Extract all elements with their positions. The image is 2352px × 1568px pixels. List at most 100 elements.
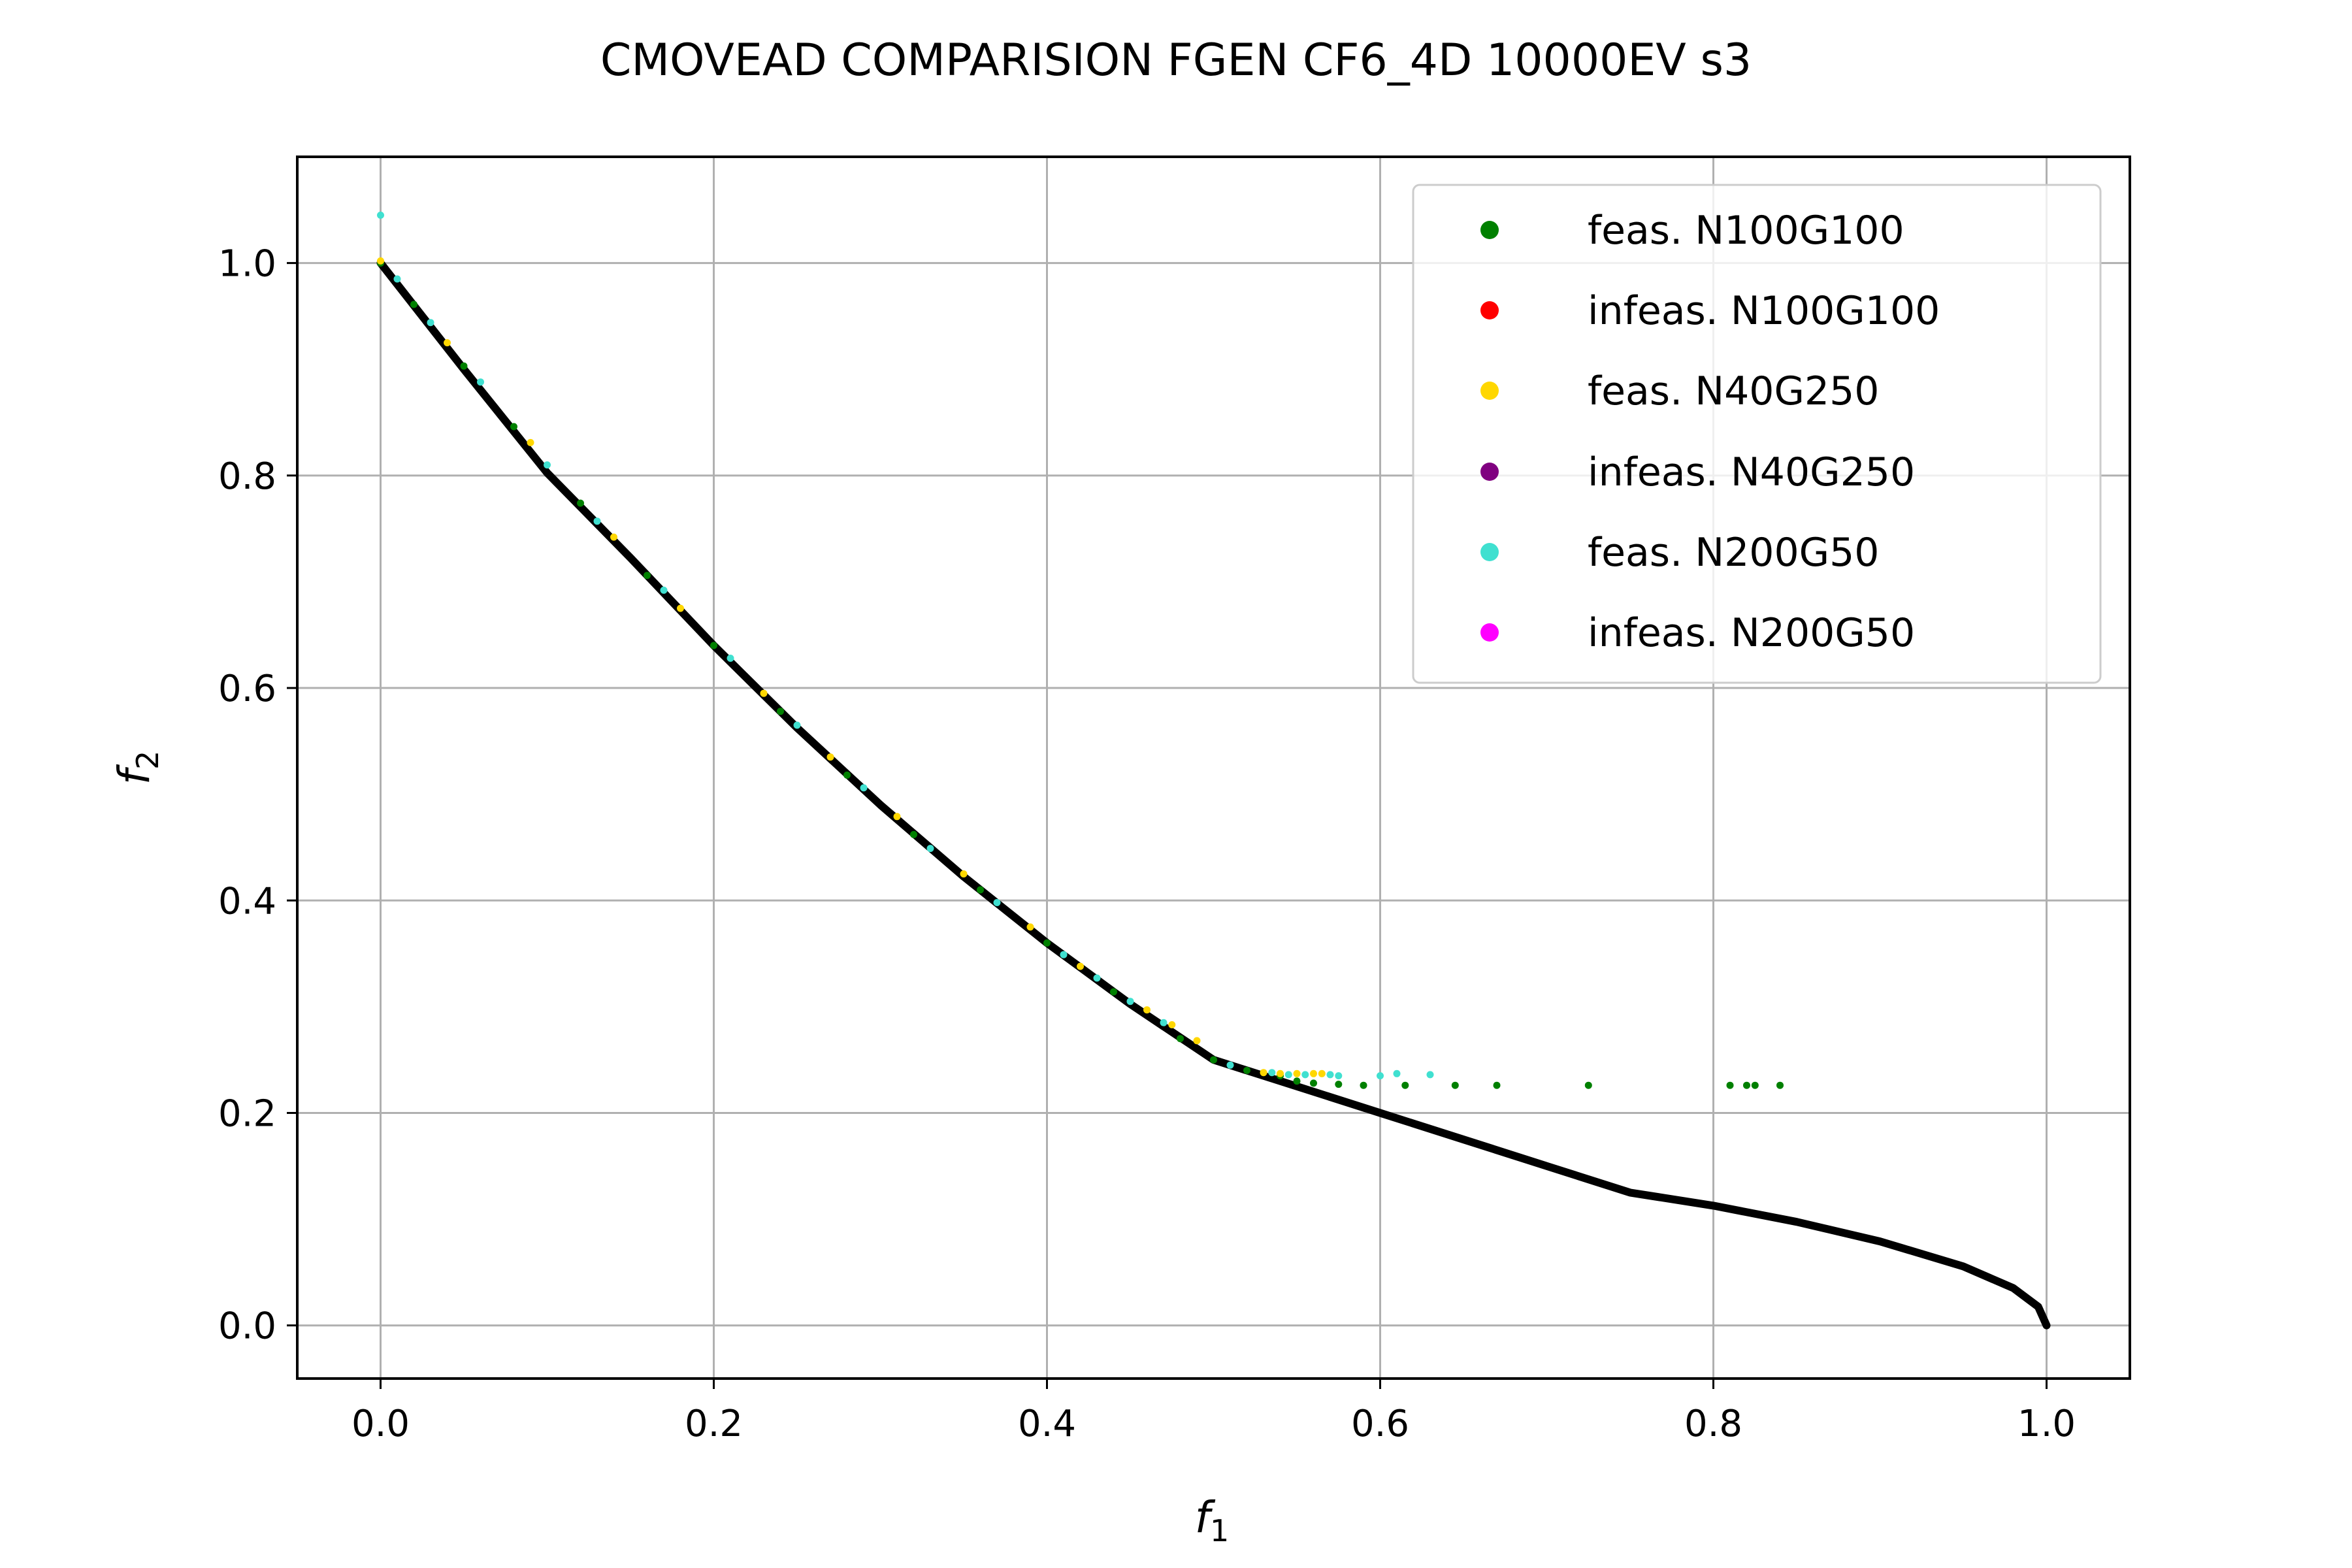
data-point xyxy=(677,604,684,612)
legend-frame xyxy=(1412,184,2102,684)
data-point xyxy=(1268,1069,1276,1077)
y-tick-label: 0.0 xyxy=(218,1305,276,1348)
x-tick-label: 0.0 xyxy=(351,1403,410,1445)
data-point xyxy=(1226,1061,1234,1069)
y-tick-label: 0.4 xyxy=(218,880,276,923)
data-point xyxy=(393,275,401,283)
y-tick-label: 0.8 xyxy=(218,455,276,498)
legend-label-feas-n40g250: feas. N40G250 xyxy=(1588,368,1879,414)
legend-label-infeas-n200g50: infeas. N200G50 xyxy=(1588,610,1915,656)
chart-title: CMOVEAD COMPARISION FGEN CF6_4D 10000EV … xyxy=(600,35,1752,86)
data-point xyxy=(843,771,851,779)
data-point xyxy=(977,886,984,894)
series-feas-n200g50 xyxy=(377,211,1434,1080)
data-point xyxy=(377,257,384,265)
data-point xyxy=(527,438,534,446)
data-point xyxy=(826,753,834,761)
legend-entry: feas. N200G50 xyxy=(1480,530,1879,576)
y-axis-label-subscript: 2 xyxy=(130,751,165,770)
data-point xyxy=(1726,1081,1734,1089)
data-point xyxy=(960,870,968,878)
data-point xyxy=(893,813,901,821)
data-point xyxy=(660,586,668,594)
data-point xyxy=(1310,1079,1317,1087)
data-point xyxy=(1260,1069,1267,1077)
data-point xyxy=(1177,1035,1184,1043)
x-tick-label: 0.4 xyxy=(1018,1403,1076,1445)
data-point xyxy=(1160,1019,1168,1026)
reference-front-line xyxy=(376,259,2051,1330)
axis-ticks: 0.0 0.2 0.4 0.6 0.8 1.0 0.0 0.2 0.4 0.6 0.8 1.0 xyxy=(218,243,2076,1445)
plot-area-frame xyxy=(296,155,2131,1380)
legend-entry: feas. N100G100 xyxy=(1480,208,1904,253)
data-point xyxy=(1143,1006,1151,1014)
y-axis-label: f2 xyxy=(109,751,165,785)
data-point xyxy=(1293,1070,1301,1077)
legend-label-feas-n200g50: feas. N200G50 xyxy=(1588,530,1879,576)
data-point xyxy=(1776,1081,1784,1089)
data-point xyxy=(410,301,417,308)
data-point xyxy=(593,517,601,525)
data-point xyxy=(510,423,517,431)
data-point xyxy=(610,533,617,541)
legend-marker-infeas-n100g100 xyxy=(1480,301,1499,319)
legend-marker-feas-n200g50 xyxy=(1480,543,1499,561)
data-point xyxy=(1751,1081,1759,1089)
data-point xyxy=(860,784,868,792)
data-point xyxy=(1277,1070,1284,1077)
data-point xyxy=(577,499,584,507)
data-point xyxy=(1293,1077,1301,1085)
legend-entry: infeas. N200G50 xyxy=(1480,610,1915,656)
legend-entry: infeas. N100G100 xyxy=(1480,288,1940,334)
data-point xyxy=(1193,1037,1201,1045)
reference-front xyxy=(376,259,2051,1330)
x-tick-label: 1.0 xyxy=(2017,1403,2076,1445)
data-point xyxy=(427,319,434,327)
data-point xyxy=(1360,1081,1367,1089)
data-point xyxy=(1584,1081,1592,1089)
legend: feas. N100G100 infeas. N100G100 feas. N4… xyxy=(1412,184,2102,684)
data-point xyxy=(644,572,651,580)
x-tick-label: 0.8 xyxy=(1684,1403,1742,1445)
data-point xyxy=(1126,998,1134,1005)
data-point xyxy=(793,721,801,729)
data-point xyxy=(377,211,384,219)
data-point xyxy=(910,830,917,838)
data-point xyxy=(1377,1072,1384,1080)
data-point xyxy=(1043,939,1051,947)
y-tick-label: 0.2 xyxy=(218,1092,276,1135)
data-point xyxy=(1243,1066,1250,1074)
data-point xyxy=(710,642,717,649)
data-point xyxy=(727,655,734,662)
data-point xyxy=(1310,1070,1317,1077)
y-tick-label: 0.6 xyxy=(218,668,276,710)
data-point xyxy=(1110,988,1117,996)
data-point xyxy=(1326,1071,1334,1079)
legend-marker-infeas-n200g50 xyxy=(1480,623,1499,642)
x-axis-label-subscript: 1 xyxy=(1210,1513,1229,1548)
data-point xyxy=(1093,974,1101,982)
data-point xyxy=(460,362,468,370)
legend-marker-feas-n100g100 xyxy=(1480,221,1499,239)
data-point xyxy=(1301,1071,1309,1079)
legend-label-feas-n100g100: feas. N100G100 xyxy=(1588,208,1904,253)
data-point xyxy=(1426,1071,1434,1079)
series-feas-n100g100 xyxy=(377,259,1784,1089)
x-tick-label: 0.2 xyxy=(685,1403,743,1445)
data-point xyxy=(1210,1056,1217,1064)
data-point xyxy=(1335,1072,1343,1080)
data-point xyxy=(1335,1081,1343,1088)
data-point xyxy=(1393,1070,1401,1077)
data-point xyxy=(477,378,484,386)
scatter-points xyxy=(377,211,1784,1089)
data-point xyxy=(1451,1081,1459,1089)
data-point xyxy=(1168,1021,1176,1028)
data-point xyxy=(760,689,768,697)
data-point xyxy=(993,899,1001,906)
legend-entry: feas. N40G250 xyxy=(1480,368,1879,414)
data-point xyxy=(444,339,451,347)
data-point xyxy=(1284,1071,1292,1079)
data-point xyxy=(1743,1081,1750,1089)
legend-label-infeas-n40g250: infeas. N40G250 xyxy=(1588,449,1915,495)
